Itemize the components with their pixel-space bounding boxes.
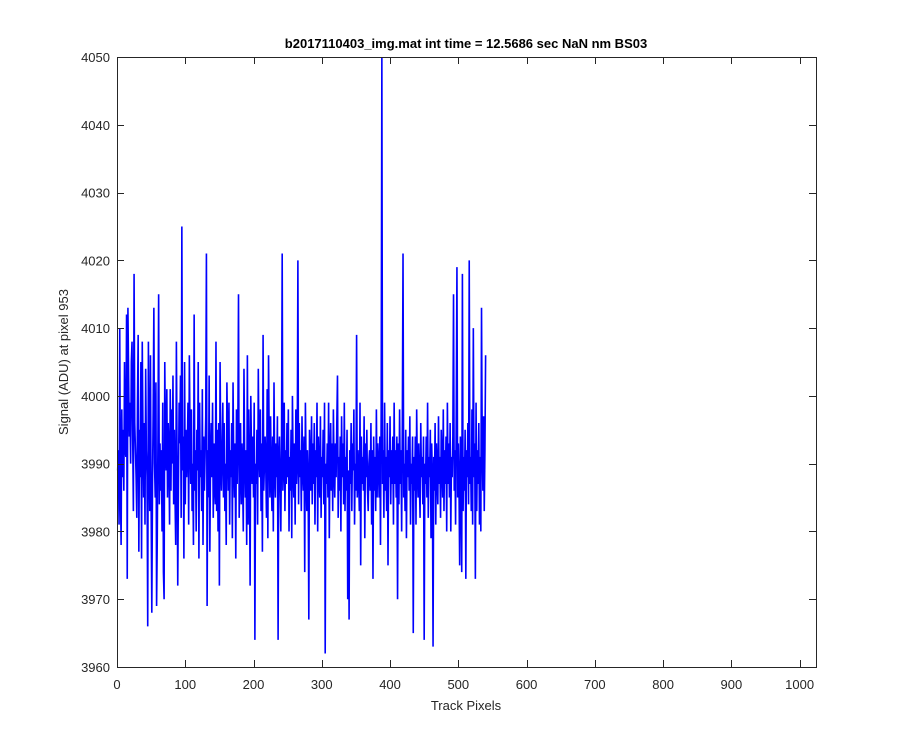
x-tick-label: 500 — [447, 677, 469, 692]
x-tick-label: 600 — [516, 677, 538, 692]
y-tick-label: 4010 — [81, 321, 110, 336]
series-layer — [116, 56, 487, 654]
y-axis-label: Signal (ADU) at pixel 953 — [56, 289, 71, 435]
x-tick-label: 900 — [721, 677, 743, 692]
x-tick-label: 300 — [311, 677, 333, 692]
y-tick-label: 3990 — [81, 457, 110, 472]
x-tick-label: 700 — [584, 677, 606, 692]
x-tick-label: 400 — [379, 677, 401, 692]
x-tick-label: 100 — [174, 677, 196, 692]
ticks-layer: 0 100 200 300 400 500 600 700 800 900 1000 3960 3970… — [81, 50, 816, 692]
x-tick-label: 1000 — [785, 677, 814, 692]
y-tick-label: 4030 — [81, 186, 110, 201]
x-tick-label: 800 — [652, 677, 674, 692]
y-tick-label: 4050 — [81, 50, 110, 65]
y-tick-label: 3980 — [81, 524, 110, 539]
x-tick-label: 0 — [113, 677, 120, 692]
axes-box — [117, 57, 817, 668]
y-tick-label: 4020 — [81, 253, 110, 268]
y-tick-label: 4000 — [81, 389, 110, 404]
x-axis-label: Track Pixels — [431, 698, 502, 713]
chart-title: b2017110403_img.mat int time = 12.5686 s… — [285, 36, 647, 51]
y-tick-label: 3970 — [81, 592, 110, 607]
series-line-1 — [116, 56, 487, 654]
y-tick-label: 3960 — [81, 660, 110, 675]
y-tick-label: 4040 — [81, 118, 110, 133]
x-tick-label: 200 — [243, 677, 265, 692]
